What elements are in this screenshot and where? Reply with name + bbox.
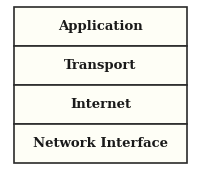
Text: Application: Application (58, 20, 142, 33)
Bar (14, 124, 186, 163)
Bar (14, 85, 186, 124)
Bar (14, 7, 186, 46)
Text: Network Interface: Network Interface (33, 137, 167, 150)
Text: Internet: Internet (70, 98, 130, 111)
Bar (14, 46, 186, 85)
Text: Transport: Transport (64, 59, 136, 72)
